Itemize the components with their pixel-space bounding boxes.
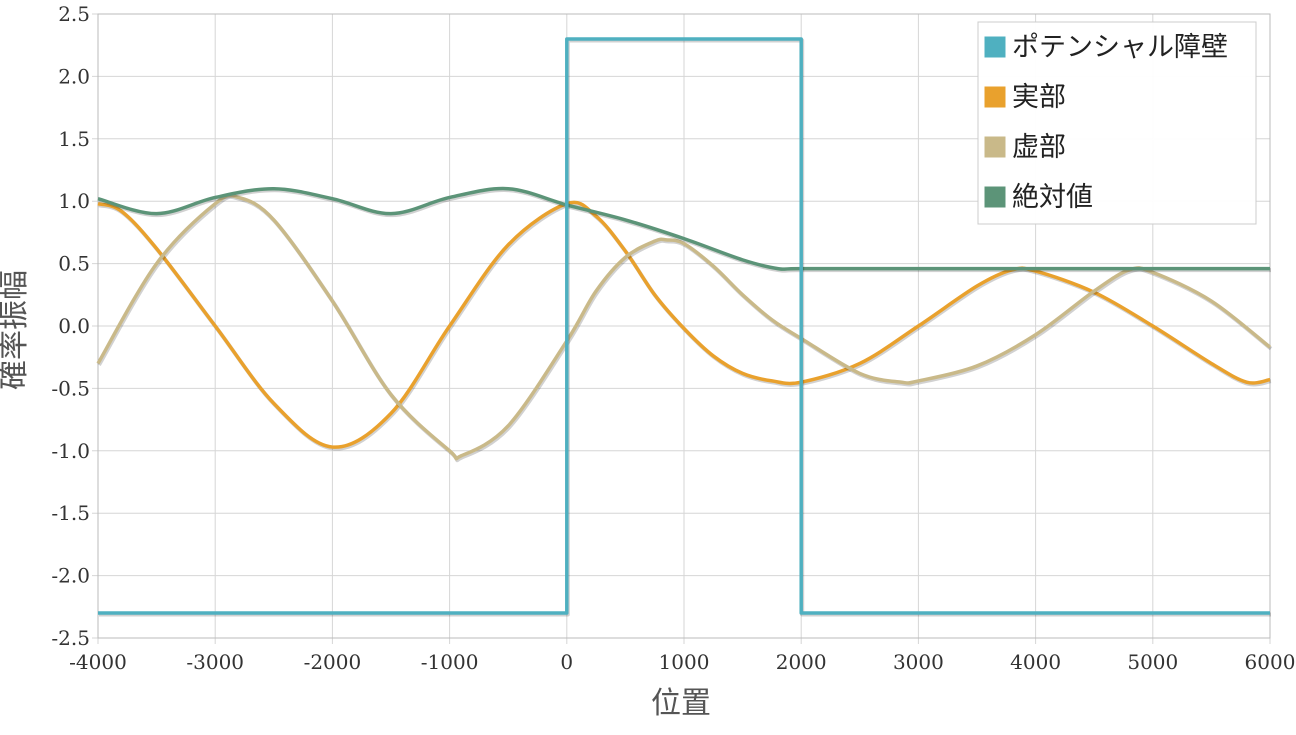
series-line-1 (97, 200, 1271, 449)
legend-swatch (983, 185, 1007, 209)
y-tick-label: 0.0 (58, 314, 90, 338)
series-line-2 (96, 193, 1272, 461)
x-tick-label: 5000 (1127, 650, 1178, 674)
y-tick-label: -2.0 (51, 564, 90, 588)
legend-label: 実部 (1012, 82, 1066, 113)
x-tick-label: 1000 (659, 650, 710, 674)
x-tick-labels: -4000 -3000 -2000 -1000 0 1000 2000 3000 4000 500… (69, 650, 1295, 674)
y-tick-label: 2.5 (58, 2, 90, 26)
series-line-3 (97, 186, 1270, 271)
x-tick-label: 2000 (776, 650, 827, 674)
legend-swatch (983, 85, 1007, 109)
legend-label: 絶対値 (1012, 182, 1093, 213)
legend-label: 虚部 (1012, 132, 1066, 163)
x-tick-label: -1000 (421, 650, 479, 674)
y-tick-label: -1.0 (51, 439, 90, 463)
y-tick-label: -2.5 (51, 626, 90, 650)
x-axis-title: 位置 (651, 686, 711, 721)
legend-label: ポテンシャル障壁 (1012, 32, 1228, 63)
series-layer (96, 37, 1273, 617)
x-tick-label: -2000 (304, 650, 362, 674)
x-tick-label: 4000 (1010, 650, 1061, 674)
y-tick-label: 1.0 (58, 189, 90, 213)
y-tick-label: 1.5 (58, 127, 90, 151)
x-tick-label: 0 (560, 650, 573, 674)
y-tick-label: -0.5 (51, 376, 90, 400)
y-tick-labels: 2.5 2.0 1.5 1.0 0.5 0.0 -0.5 -1.0 -1.5 -2.0 -2.5 (51, 2, 90, 650)
x-tick-label: -4000 (69, 650, 127, 674)
y-tick-label: -1.5 (51, 501, 90, 525)
x-tick-label: -3000 (186, 650, 244, 674)
legend-swatch (983, 35, 1007, 59)
y-tick-label: 0.5 (58, 252, 90, 276)
y-axis-title: 確率振幅 (0, 270, 32, 390)
x-tick-label: 6000 (1245, 650, 1296, 674)
plot-frame (97, 13, 1271, 639)
legend-swatch (983, 135, 1007, 159)
series-line-0 (98, 37, 1270, 615)
y-tick-label: 2.0 (58, 64, 90, 88)
legend-box (977, 21, 1257, 225)
x-tick-label: 3000 (893, 650, 944, 674)
